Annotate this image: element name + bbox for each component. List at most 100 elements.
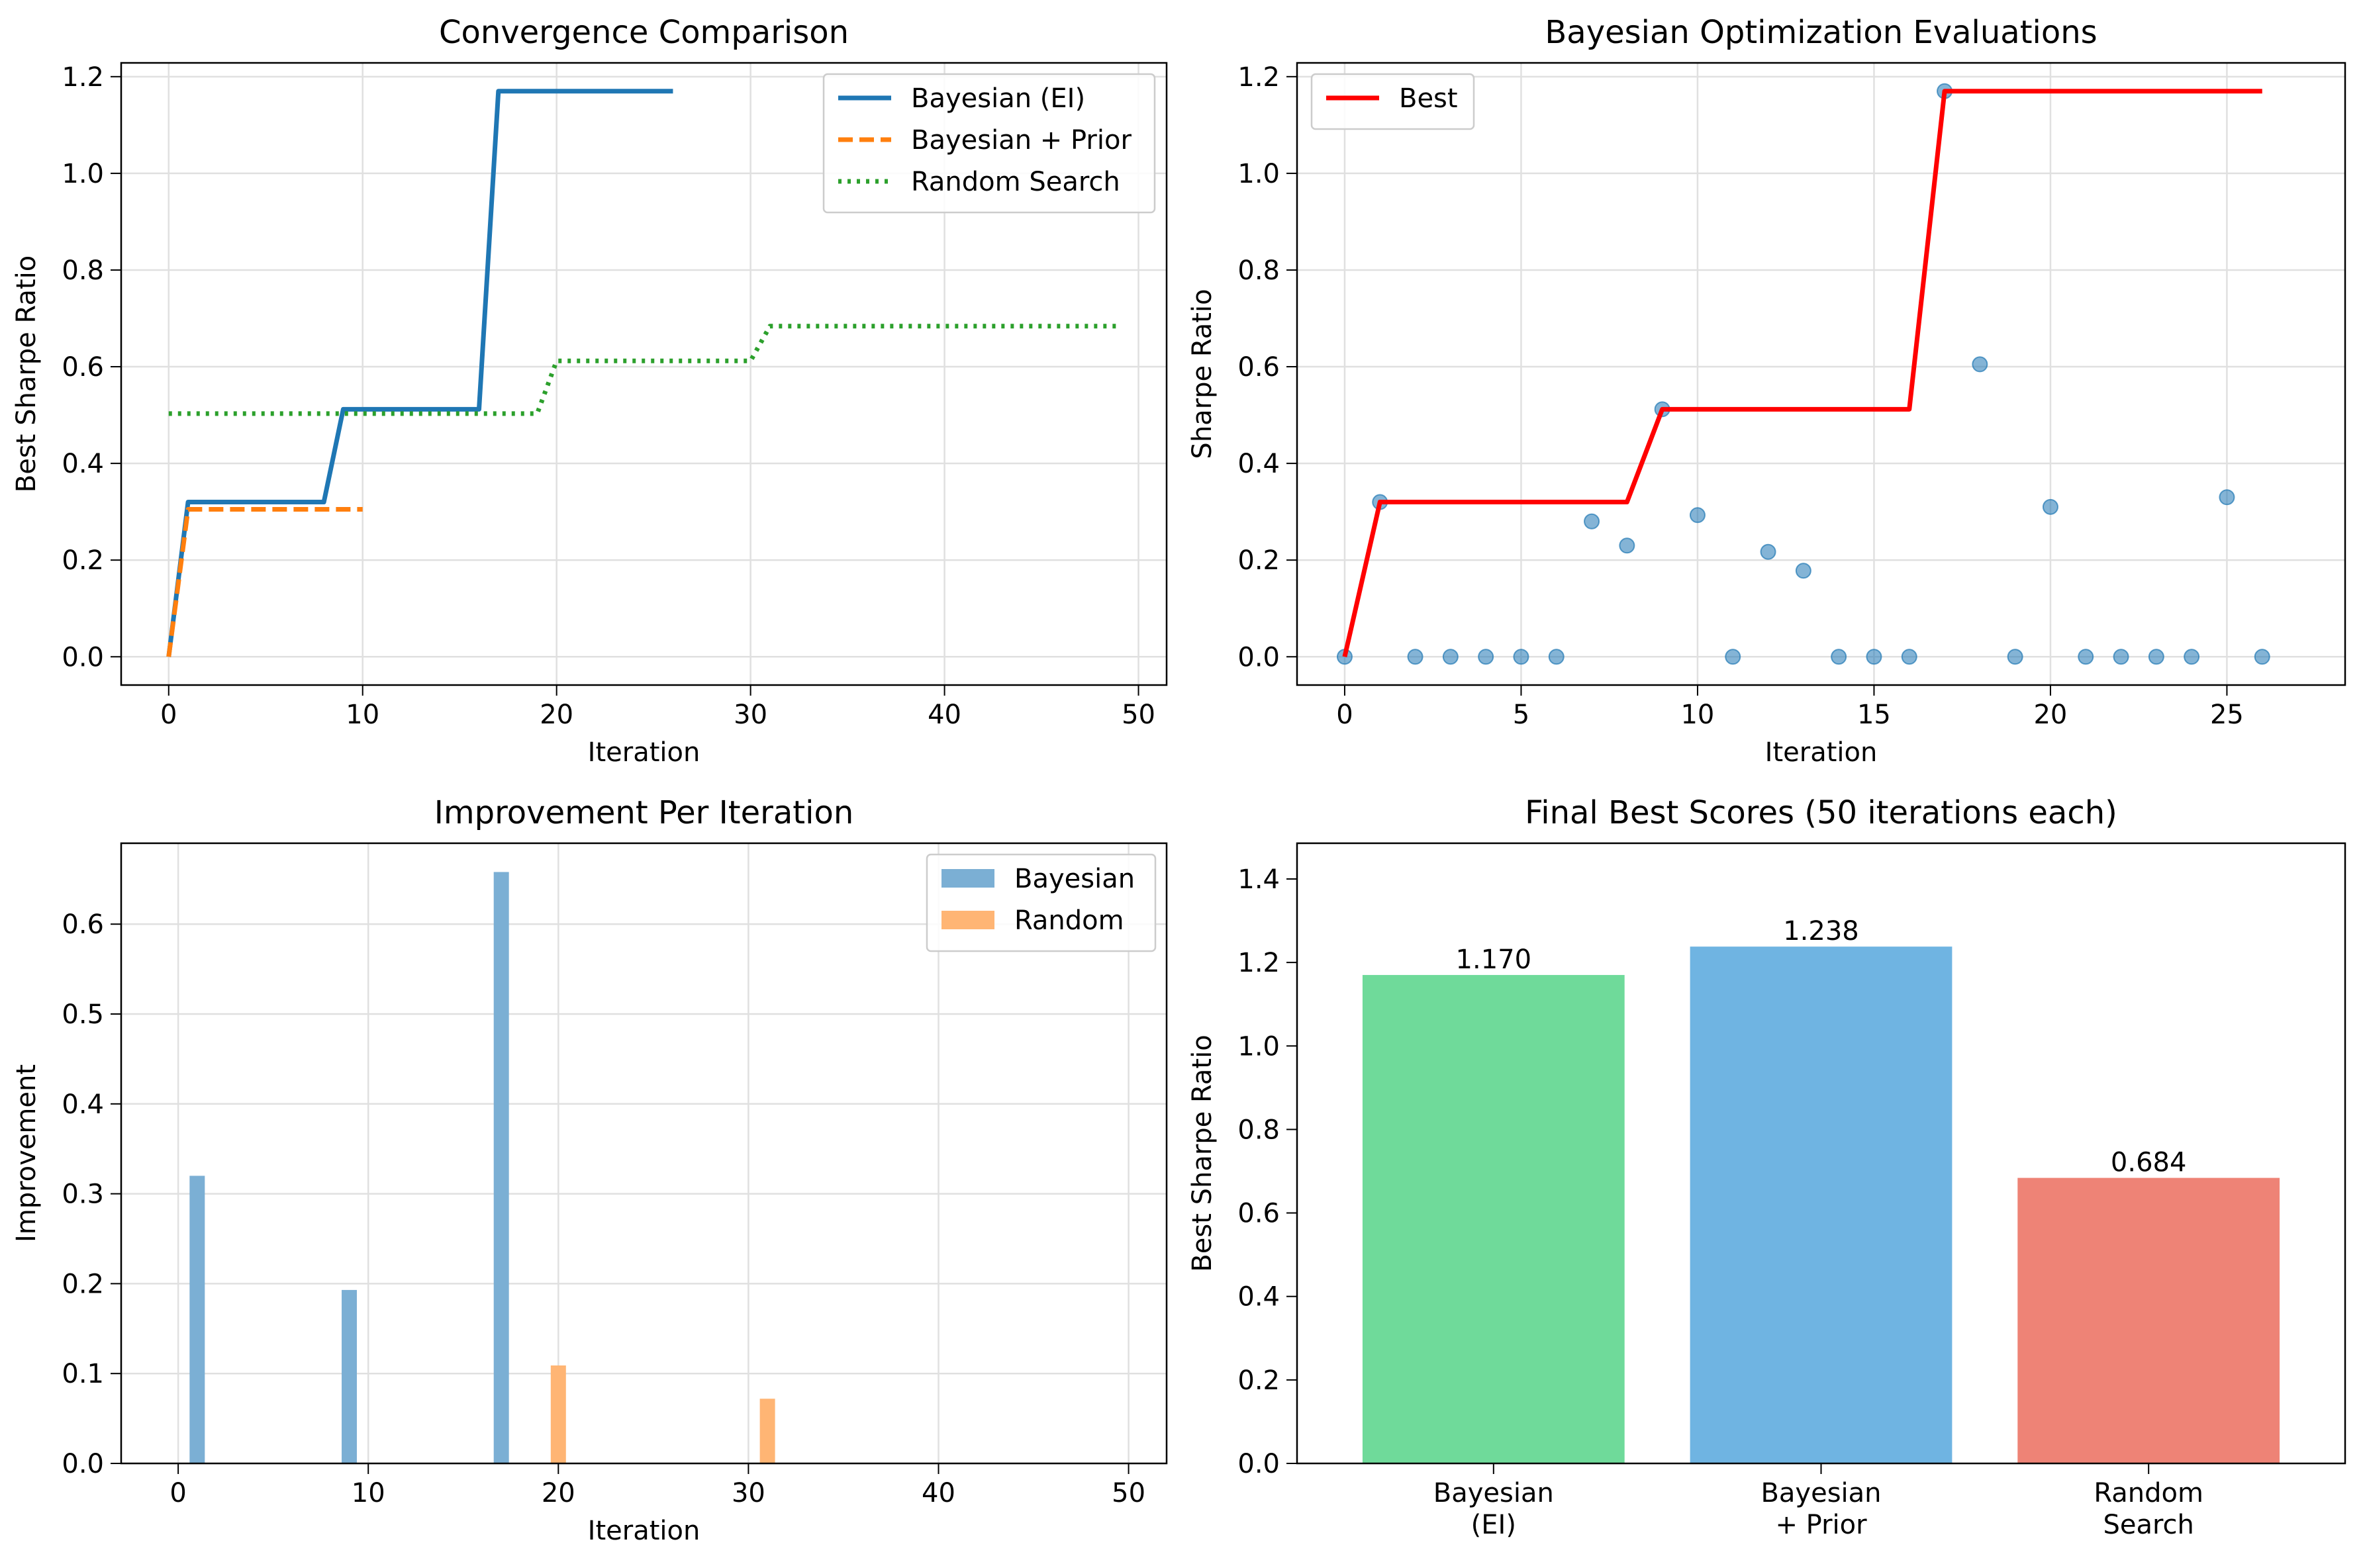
scatter-point <box>2219 489 2235 506</box>
scatter-point <box>1584 513 1600 530</box>
y-tick-label: 0.4 <box>62 1089 104 1120</box>
legend: Best <box>1310 73 1475 130</box>
x-tick-label: 25 <box>2210 700 2244 730</box>
y-tick-label: 0.4 <box>1237 1282 1280 1313</box>
x-tick-label: 50 <box>1122 700 1155 730</box>
x-axis-label: Iteration <box>588 737 700 768</box>
y-tick-label: 1.0 <box>1237 1031 1280 1062</box>
y-tick-label: 0.4 <box>1237 449 1280 479</box>
y-tick-label: 0.8 <box>62 255 104 286</box>
x-tick-label: 10 <box>346 700 379 730</box>
x-axis-label: Iteration <box>1765 737 1878 768</box>
improvement-per-iteration-panel: 0.0 0.1 0.2 0.3 0.4 0.5 0.6 0 10 20 30 40 50 Improvem… <box>11 794 1168 1546</box>
x-tick-label: 20 <box>542 1478 575 1508</box>
x-tick-label: 20 <box>540 700 573 730</box>
x-tick-label: 40 <box>922 1478 955 1508</box>
legend-label: Bayesian (EI) <box>911 83 1085 114</box>
x-tick-label: Search <box>2103 1510 2194 1540</box>
scatter-point <box>1725 649 1741 665</box>
legend-swatch <box>941 869 994 888</box>
bar-value-label: 1.238 <box>1783 916 1859 946</box>
scatter-point <box>1689 507 1706 524</box>
bar-random <box>759 1399 775 1463</box>
bar-bayesian <box>493 872 509 1463</box>
legend: Bayesian Random <box>926 853 1157 952</box>
legend-label: Random Search <box>911 167 1120 197</box>
x-tick-label: 0 <box>1336 700 1353 730</box>
bar-value-label: 0.684 <box>2111 1148 2187 1178</box>
y-tick-label: 0.8 <box>1237 1115 1280 1145</box>
scatter-point <box>1619 537 1635 554</box>
x-tick-label: Bayesian <box>1433 1478 1554 1508</box>
grid-lines <box>121 63 1167 685</box>
scatter-point <box>1760 543 1776 560</box>
y-tick-label: 0.6 <box>62 352 104 383</box>
chart-title: Final Best Scores (50 iterations each) <box>1525 794 2117 831</box>
scatter-point <box>1972 356 1988 373</box>
series-line-random-search <box>168 324 1120 416</box>
x-tick-label: + Prior <box>1775 1510 1867 1540</box>
y-tick-label: 0.0 <box>62 1449 104 1479</box>
scatter-point <box>1901 649 1917 665</box>
series-line-bayesian-ei <box>166 89 673 657</box>
y-tick-label: 1.0 <box>1237 159 1280 189</box>
legend-box <box>822 73 1156 214</box>
y-tick-label: 0.3 <box>62 1179 104 1210</box>
x-tick-label: 5 <box>1513 700 1529 730</box>
x-tick-label: 30 <box>732 1478 765 1508</box>
y-tick-label: 0.0 <box>1237 1449 1280 1479</box>
final-best-scores-panel: 0.0 0.2 0.4 0.6 0.8 1.0 1.2 1.4 Final Best Score… <box>1187 794 2346 1540</box>
scatter-point <box>2113 649 2129 665</box>
y-tick-label: 0.6 <box>62 909 104 940</box>
x-tick-label: 50 <box>1112 1478 1145 1508</box>
y-tick-label: 0.6 <box>1237 352 1280 383</box>
y-tick-label: 0.0 <box>62 642 104 672</box>
scatter-point <box>2184 649 2200 665</box>
axes-frame <box>1296 842 2346 1465</box>
scatter-point <box>1548 649 1565 665</box>
y-tick-label: 0.2 <box>1237 545 1280 576</box>
y-tick-label: 0.2 <box>1237 1365 1280 1396</box>
y-tick-label: 0.1 <box>62 1359 104 1389</box>
x-tick-label: 0 <box>160 700 177 730</box>
scatter-point <box>1513 649 1529 665</box>
legend-item-best: Best <box>1326 83 1458 114</box>
legend: Bayesian (EI) Bayesian + Prior Random Sear… <box>822 73 1156 214</box>
legend-item-bayesian-prior: Bayesian + Prior <box>838 125 1132 156</box>
axes-frame <box>1296 62 2346 686</box>
legend-item-bayesian: Bayesian <box>941 864 1135 894</box>
scatter-point <box>1795 563 1811 579</box>
x-tick-label: Bayesian <box>1760 1478 1881 1508</box>
y-tick-label: 0.8 <box>1237 255 1280 286</box>
y-tick-label: 0.4 <box>62 449 104 479</box>
y-tick-label: 0.5 <box>62 999 104 1030</box>
y-axis-label: Best Sharpe Ratio <box>1187 1035 1218 1271</box>
convergence-comparison-panel: 0.0 0.2 0.4 0.6 0.8 1.0 1.2 0 10 20 30 40 50 Converge… <box>11 14 1168 768</box>
scatter-point <box>2148 649 2164 665</box>
legend-item-bayesian-ei: Bayesian (EI) <box>838 83 1085 114</box>
y-tick-label: 0.0 <box>1237 642 1280 672</box>
y-tick-label: 1.2 <box>1237 62 1280 93</box>
legend-swatch <box>941 911 994 929</box>
scatter-point <box>1478 649 1494 665</box>
series-line-bayesian-prior <box>166 507 363 657</box>
y-tick-label: 0.2 <box>62 545 104 576</box>
x-tick-label: 10 <box>1680 700 1714 730</box>
axes-frame <box>120 62 1168 686</box>
scatter-point <box>1442 649 1459 665</box>
axes-frame <box>120 842 1168 1465</box>
series-line-best <box>1342 89 2262 658</box>
legend-label: Bayesian <box>1014 864 1135 894</box>
chart-title: Improvement Per Iteration <box>434 794 854 831</box>
y-tick-label: 0.2 <box>62 1269 104 1299</box>
y-tick-label: 1.0 <box>62 159 104 189</box>
y-tick-label: 1.2 <box>1237 948 1280 978</box>
legend-item-random: Random <box>941 905 1124 936</box>
x-tick-label: Random <box>2094 1478 2203 1508</box>
chart-title: Convergence Comparison <box>439 14 849 51</box>
y-tick-label: 1.4 <box>1237 864 1280 895</box>
scatter-point <box>2042 498 2058 515</box>
chart-title: Bayesian Optimization Evaluations <box>1545 14 2097 51</box>
grid-lines <box>1297 63 2345 685</box>
